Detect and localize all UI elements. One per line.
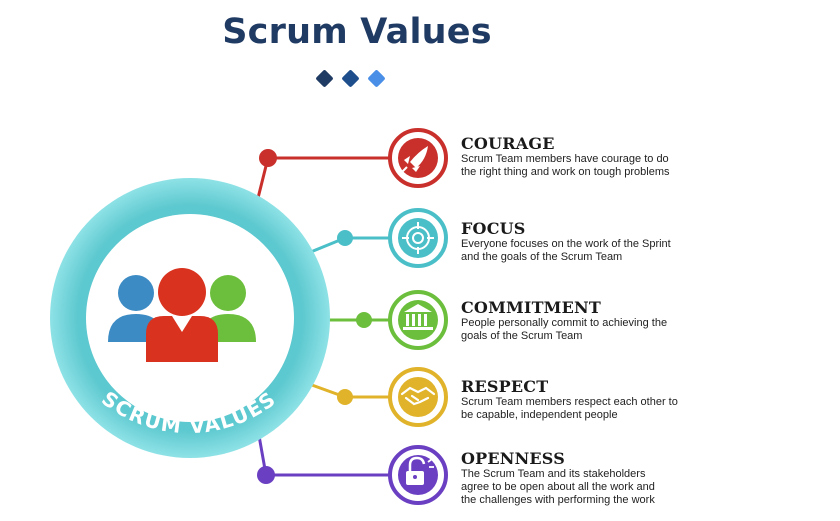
bank-building-icon: [403, 304, 433, 330]
value-description-openness: The Scrum Team and its stakeholders agre…: [461, 468, 655, 506]
value-focus: FOCUS Everyone focuses on the work of th…: [461, 219, 831, 264]
value-commitment: COMMITMENT People personally commit to a…: [461, 298, 831, 343]
respect-badge: [388, 367, 448, 427]
value-title-focus: FOCUS: [461, 219, 526, 238]
value-title-respect: RESPECT: [461, 377, 549, 396]
value-title-courage: COURAGE: [461, 134, 555, 153]
team-people-icon: [108, 268, 256, 362]
courage-badge: [388, 128, 448, 188]
value-description-respect: Scrum Team members respect each other to…: [461, 396, 678, 421]
focus-badge: [388, 208, 448, 268]
rocket-icon: [401, 146, 428, 173]
connector-openness: [256, 429, 392, 484]
target-crosshair-icon: [402, 222, 434, 254]
commitment-badge: [388, 290, 448, 350]
value-description-courage: Scrum Team members have courage to do th…: [461, 153, 670, 178]
connector-respect: [297, 378, 392, 405]
value-respect: RESPECT Scrum Team members respect each …: [461, 377, 831, 422]
handshake-icon: [400, 386, 436, 406]
value-title-commitment: COMMITMENT: [461, 298, 601, 317]
value-openness: OPENNESS The Scrum Team and its stakehol…: [461, 449, 831, 507]
value-courage: COURAGE Scrum Team members have courage …: [461, 134, 831, 179]
page-title: Scrum Values: [222, 12, 492, 52]
value-description-focus: Everyone focuses on the work of the Spri…: [461, 238, 671, 263]
value-title-openness: OPENNESS: [461, 449, 565, 468]
unlocked-padlock-icon: [406, 456, 434, 485]
value-description-commitment: People personally commit to achieving th…: [461, 317, 668, 342]
openness-badge: [388, 445, 448, 505]
center-circle: SCRUM VALUES: [50, 178, 330, 458]
